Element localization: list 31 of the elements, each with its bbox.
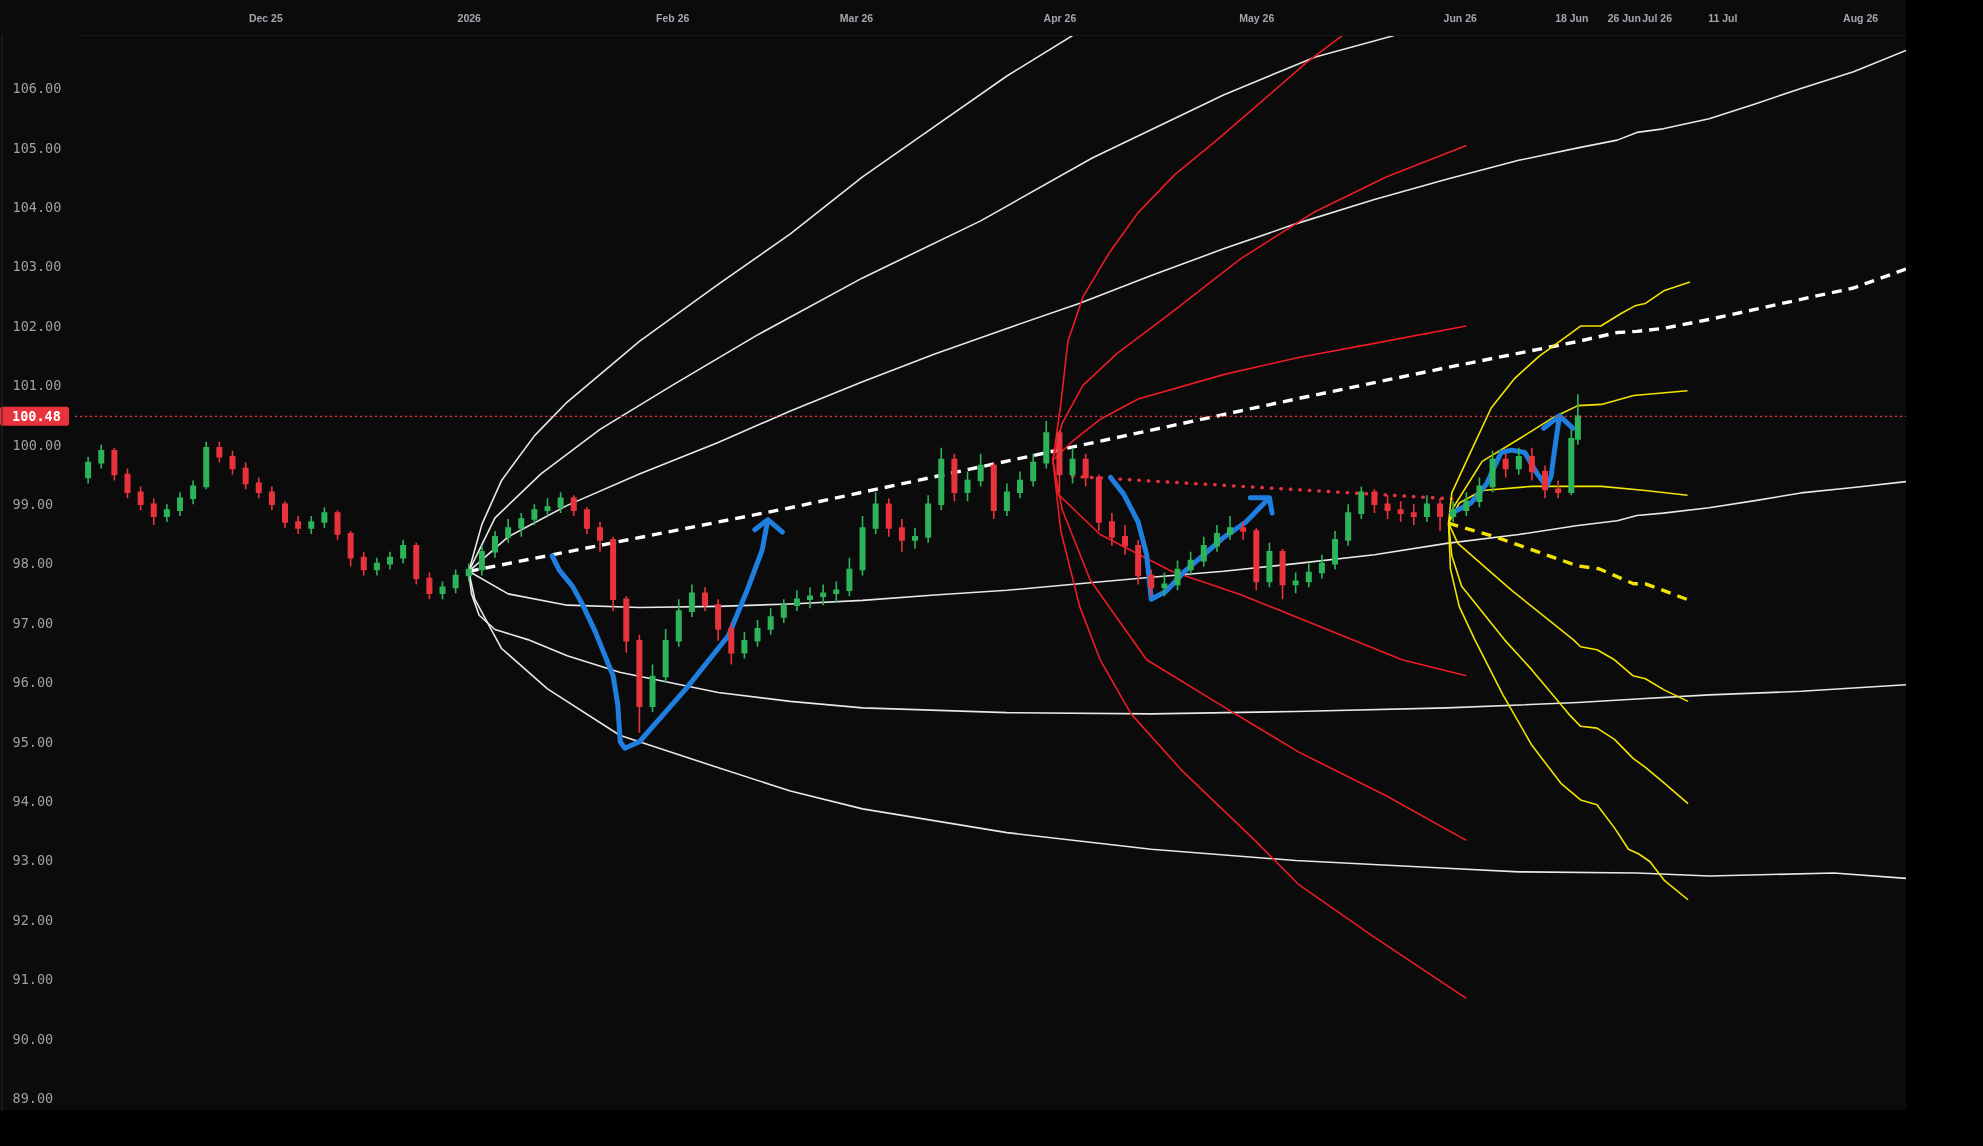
y-tick-label: 90.00 [12, 1030, 54, 1047]
y-tick-label: 91.00 [12, 971, 54, 988]
x-tick-label: Aug 26 [1843, 12, 1879, 24]
y-tick-label: 92.00 [12, 911, 54, 928]
y-tick-label: 97.00 [12, 614, 54, 631]
x-tick-label: May 26 [1239, 12, 1275, 24]
y-tick-label: 98.00 [12, 555, 54, 572]
y-tick-label: 105.00 [12, 139, 62, 156]
y-tick-label: 102.00 [12, 317, 62, 334]
y-tick-label: 95.00 [12, 733, 54, 750]
x-tick-label: Mar 26 [839, 12, 874, 24]
ref-line-label: 100.48 [12, 408, 61, 425]
x-tick-label: Jun 26 [1443, 12, 1478, 24]
x-tick-label: Jul 26 [1642, 12, 1673, 24]
x-tick-label: Dec 25 [248, 12, 283, 24]
x-tick-label: 26 Jun [1607, 12, 1641, 24]
y-tick-label: 94.00 [12, 792, 54, 809]
y-tick-label: 100.00 [12, 436, 62, 453]
x-tick-label: 11 Jul [1708, 12, 1738, 24]
y-tick-label: 93.00 [12, 852, 54, 869]
y-tick-label: 99.00 [12, 496, 54, 513]
x-tick-label: 18 Jun [1555, 12, 1589, 24]
y-tick-label: 89.00 [12, 1089, 54, 1106]
y-tick-label: 103.00 [12, 258, 62, 275]
y-tick-label: 106.00 [12, 80, 62, 97]
y-tick-label: 96.00 [12, 674, 54, 691]
x-tick-label: Apr 26 [1043, 12, 1077, 24]
y-tick-label: 101.00 [12, 377, 62, 394]
y-tick-label: 104.00 [12, 199, 62, 216]
x-tick-label: 2026 [457, 12, 482, 24]
x-tick-label: Feb 26 [656, 12, 690, 24]
